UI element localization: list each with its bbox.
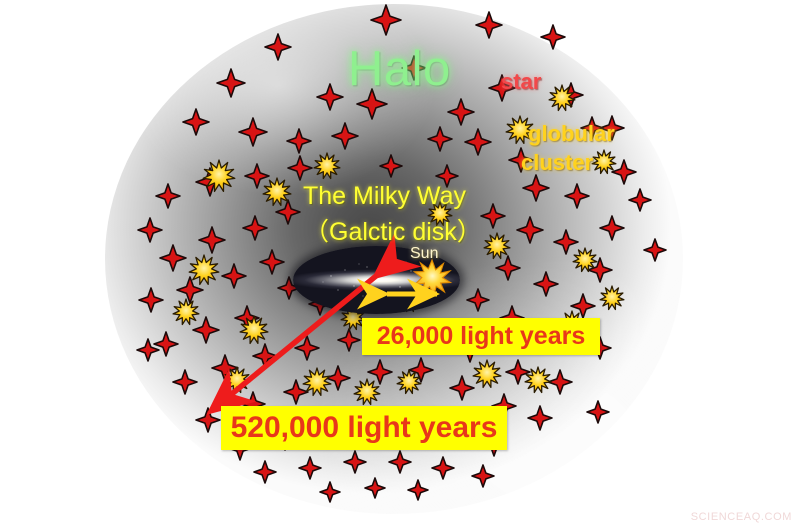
- globular-cluster-legend-label-line1: globular: [528, 121, 615, 146]
- star-legend-label: star: [501, 69, 542, 94]
- halo-label: Halo: [348, 42, 451, 96]
- callout-sun-to-center-distance: 26,000 light years: [362, 318, 600, 355]
- globular-cluster-legend-label-line2: cluster: [521, 150, 594, 175]
- sun-label: Sun: [410, 245, 439, 262]
- callout-halo-diameter: 520,000 light years: [221, 406, 507, 450]
- watermark: SCIENCEAQ.COM: [690, 511, 792, 523]
- milky-way-label: The Milky Way: [303, 182, 466, 210]
- galactic-disk-label: （Galctic disk）: [304, 218, 482, 246]
